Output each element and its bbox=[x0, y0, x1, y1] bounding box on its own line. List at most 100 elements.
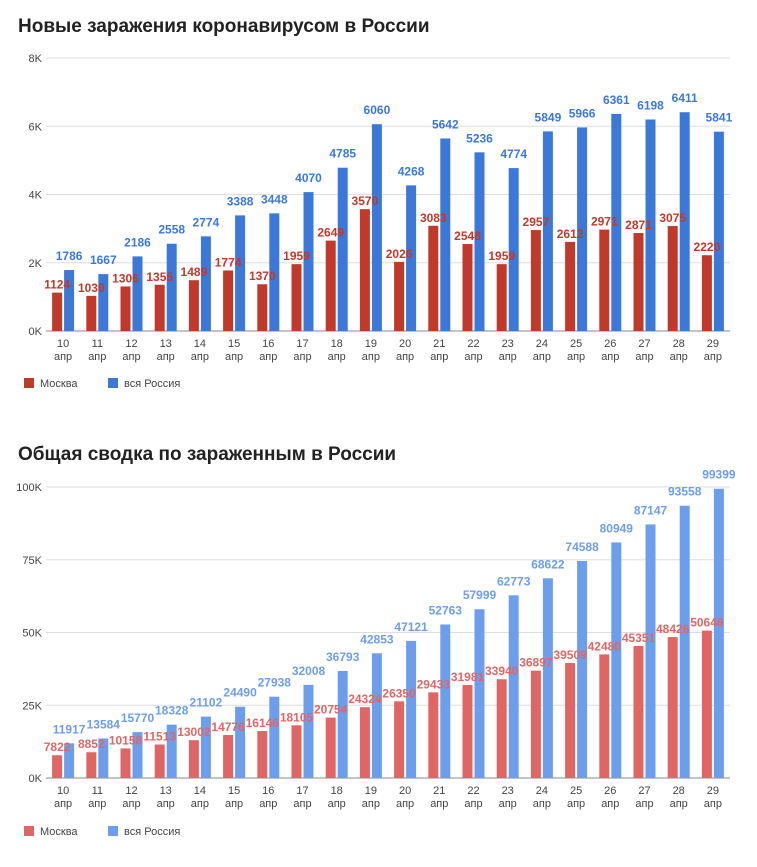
total-infections-plot: 0K25K50K75K100K78221191710апр88521358411… bbox=[16, 468, 736, 838]
x-tick-label: апр bbox=[635, 798, 653, 810]
bar-moscow bbox=[667, 637, 678, 778]
x-tick-label: апр bbox=[54, 351, 72, 363]
x-tick-label: апр bbox=[601, 351, 619, 363]
x-tick-label: 29 bbox=[707, 338, 719, 350]
x-tick-label: апр bbox=[293, 351, 311, 363]
x-tick-label: апр bbox=[499, 351, 517, 363]
bar-moscow bbox=[257, 284, 268, 331]
bar-moscow bbox=[599, 654, 610, 778]
data-label-russia: 87147 bbox=[634, 503, 668, 517]
bar-russia bbox=[611, 113, 622, 331]
data-label-moscow: 2612 bbox=[557, 227, 584, 241]
bar-russia bbox=[611, 542, 622, 778]
data-label-moscow: 39509 bbox=[553, 648, 587, 662]
bar-russia bbox=[542, 578, 553, 778]
y-tick-label: 4K bbox=[29, 190, 43, 202]
x-tick-label: 22 bbox=[467, 785, 479, 797]
bar-moscow bbox=[496, 679, 507, 778]
data-label-russia: 4268 bbox=[398, 164, 425, 178]
x-tick-label: 23 bbox=[502, 338, 514, 350]
x-tick-label: 26 bbox=[604, 785, 616, 797]
x-tick-label: апр bbox=[259, 351, 277, 363]
x-tick-label: 27 bbox=[638, 785, 650, 797]
x-tick-label: апр bbox=[88, 351, 106, 363]
bar-moscow bbox=[394, 261, 405, 331]
data-label-moscow: 2957 bbox=[523, 215, 550, 229]
data-label-russia: 15770 bbox=[121, 711, 155, 725]
x-tick-label: апр bbox=[567, 798, 585, 810]
bar-moscow bbox=[86, 295, 97, 331]
bar-russia bbox=[508, 595, 519, 778]
bar-russia bbox=[679, 505, 690, 778]
x-tick-label: апр bbox=[567, 351, 585, 363]
bar-russia bbox=[132, 732, 143, 778]
x-tick-label: 28 bbox=[673, 338, 685, 350]
x-tick-label: апр bbox=[259, 798, 277, 810]
data-label-moscow: 45351 bbox=[622, 631, 656, 645]
legend-moscow-swatch bbox=[24, 378, 34, 388]
bar-moscow bbox=[701, 255, 712, 331]
data-label-russia: 5849 bbox=[535, 110, 562, 124]
x-tick-label: 22 bbox=[467, 338, 479, 350]
data-label-moscow: 42480 bbox=[588, 639, 622, 653]
x-tick-label: апр bbox=[499, 798, 517, 810]
x-tick-label: 25 bbox=[570, 785, 582, 797]
data-label-moscow: 1959 bbox=[488, 249, 515, 263]
data-label-russia: 27938 bbox=[258, 676, 292, 690]
x-tick-label: 21 bbox=[433, 338, 445, 350]
y-tick-label: 6K bbox=[29, 121, 43, 133]
data-label-moscow: 2220 bbox=[694, 240, 721, 254]
bar-russia bbox=[64, 270, 75, 331]
x-tick-label: апр bbox=[157, 351, 175, 363]
x-tick-label: 19 bbox=[365, 338, 377, 350]
x-tick-label: апр bbox=[157, 798, 175, 810]
total-infections-chart: Общая сводка по зараженным в России 0K 25… bbox=[0, 430, 757, 867]
x-tick-label: 17 bbox=[296, 785, 308, 797]
bar-moscow bbox=[701, 630, 712, 778]
bar-moscow bbox=[359, 209, 370, 331]
data-label-moscow: 1030 bbox=[78, 281, 105, 295]
x-tick-label: 17 bbox=[296, 338, 308, 350]
x-tick-label: 25 bbox=[570, 338, 582, 350]
y-tick-label: 50K bbox=[22, 628, 42, 640]
data-label-russia: 5841 bbox=[706, 111, 733, 125]
x-tick-label: 14 bbox=[194, 785, 206, 797]
data-label-moscow: 10158 bbox=[109, 733, 143, 747]
y-tick-label: 100K bbox=[16, 482, 42, 494]
bar-moscow bbox=[428, 692, 439, 778]
data-label-moscow: 2548 bbox=[454, 229, 481, 243]
data-label-moscow: 24324 bbox=[348, 692, 382, 706]
x-tick-label: 19 bbox=[365, 785, 377, 797]
x-tick-label: 10 bbox=[57, 338, 69, 350]
data-label-russia: 47121 bbox=[394, 620, 428, 634]
y-tick-label: 0K bbox=[29, 773, 43, 785]
data-label-moscow: 31981 bbox=[451, 670, 485, 684]
data-label-moscow: 1370 bbox=[249, 269, 276, 283]
data-label-russia: 32008 bbox=[292, 664, 326, 678]
bar-russia bbox=[371, 124, 382, 331]
x-tick-label: 12 bbox=[125, 785, 137, 797]
x-tick-label: 24 bbox=[536, 785, 548, 797]
bar-moscow bbox=[86, 752, 97, 778]
bar-moscow bbox=[188, 280, 199, 331]
bar-russia bbox=[337, 167, 348, 331]
x-tick-label: 16 bbox=[262, 785, 274, 797]
data-label-russia: 11917 bbox=[53, 722, 86, 736]
data-label-russia: 93558 bbox=[668, 485, 702, 499]
x-tick-label: апр bbox=[328, 351, 346, 363]
data-label-moscow: 1306 bbox=[112, 271, 139, 285]
bar-russia bbox=[235, 215, 246, 331]
x-tick-label: 23 bbox=[502, 785, 514, 797]
bar-moscow bbox=[428, 225, 439, 331]
data-label-russia: 1667 bbox=[90, 253, 117, 267]
data-label-russia: 3388 bbox=[227, 194, 254, 208]
data-label-russia: 99399 bbox=[702, 468, 736, 482]
data-label-russia: 3448 bbox=[261, 192, 288, 206]
bar-russia bbox=[645, 524, 656, 778]
bar-moscow bbox=[359, 707, 370, 778]
data-label-russia: 6361 bbox=[603, 93, 630, 107]
x-tick-label: 14 bbox=[194, 338, 206, 350]
data-label-russia: 13584 bbox=[87, 717, 121, 731]
bar-moscow bbox=[565, 663, 576, 778]
data-label-russia: 6060 bbox=[364, 103, 391, 117]
